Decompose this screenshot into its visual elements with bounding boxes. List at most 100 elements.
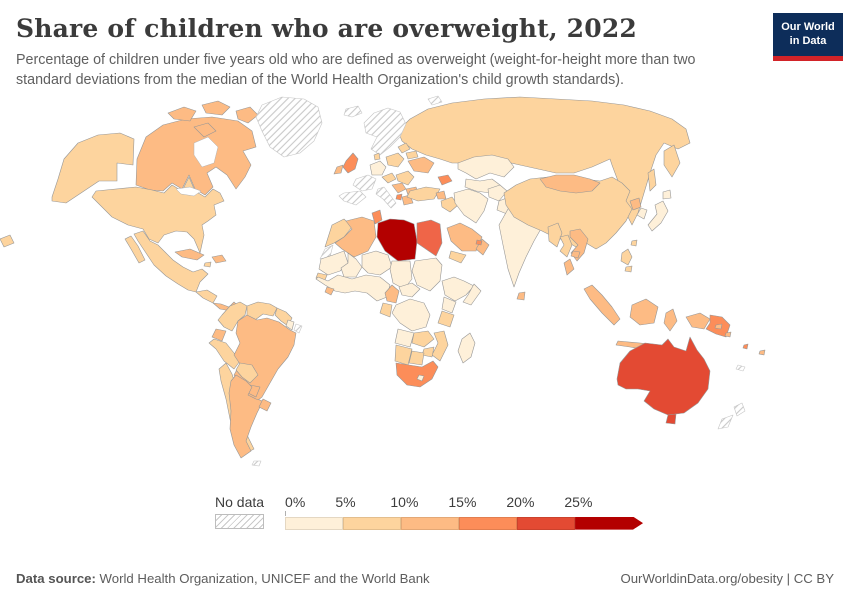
country-indonesia-sulawesi[interactable] xyxy=(663,308,678,331)
legend-bin-10-15[interactable] xyxy=(401,516,460,530)
country-mongolia[interactable] xyxy=(539,174,601,193)
country-angola[interactable] xyxy=(394,328,415,347)
country-oman[interactable] xyxy=(475,238,490,255)
country-ukraine[interactable] xyxy=(407,156,435,173)
country-somalia[interactable] xyxy=(462,283,482,305)
country-mali[interactable] xyxy=(340,252,363,277)
country-iran[interactable] xyxy=(453,188,489,223)
legend-bin-25-plus[interactable] xyxy=(575,517,643,530)
country-vanuatu[interactable] xyxy=(742,343,749,349)
country-iceland[interactable] xyxy=(343,105,363,117)
country-australia-tasmania[interactable] xyxy=(665,413,677,424)
country-philippines[interactable] xyxy=(620,248,633,265)
country-italy[interactable] xyxy=(375,186,397,208)
country-madagascar[interactable] xyxy=(457,332,476,363)
country-mexico[interactable] xyxy=(133,230,209,292)
region-hungary-romania[interactable] xyxy=(395,170,415,185)
owid-logo[interactable]: Our World in Data xyxy=(773,13,843,61)
country-albania[interactable] xyxy=(395,193,403,200)
region-central-europe[interactable] xyxy=(381,172,397,183)
country-egypt[interactable] xyxy=(416,219,443,256)
country-niger[interactable] xyxy=(361,250,393,275)
country-colombia[interactable] xyxy=(217,301,248,331)
region-balkans[interactable] xyxy=(391,182,407,193)
country-uruguay[interactable] xyxy=(258,398,272,411)
country-indonesia-west-papua[interactable] xyxy=(685,312,711,329)
country-tunisia[interactable] xyxy=(371,209,383,224)
world-choropleth-map[interactable] xyxy=(0,93,850,488)
country-myanmar[interactable] xyxy=(547,222,563,247)
legend-bin-15-20[interactable] xyxy=(459,516,518,530)
country-taiwan[interactable] xyxy=(630,239,638,246)
country-greenland[interactable] xyxy=(255,96,323,157)
country-russia-chukotka[interactable] xyxy=(0,234,15,247)
country-solomon-islands[interactable] xyxy=(724,331,732,337)
country-canada[interactable] xyxy=(193,122,217,137)
country-united-kingdom[interactable] xyxy=(342,152,359,173)
country-hispaniola[interactable] xyxy=(211,254,227,263)
country-sierra-leone[interactable] xyxy=(324,286,335,295)
country-indonesia-sumatra[interactable] xyxy=(583,284,621,325)
legend-bin-5-10[interactable] xyxy=(343,516,402,530)
country-russia-kamchatka[interactable] xyxy=(663,144,681,177)
country-kenya[interactable] xyxy=(441,296,457,313)
legend-bin-0-5[interactable] xyxy=(285,516,344,530)
country-saudi-arabia[interactable] xyxy=(446,222,483,251)
region-baltics[interactable] xyxy=(397,142,411,153)
country-cuba[interactable] xyxy=(174,248,205,260)
country-japan-hokkaido[interactable] xyxy=(662,189,672,199)
country-indonesia-borneo[interactable] xyxy=(629,298,659,325)
country-sudan[interactable] xyxy=(411,257,443,291)
country-french-guiana[interactable] xyxy=(293,323,303,333)
country-south-africa[interactable] xyxy=(395,360,439,387)
region-caucasus[interactable] xyxy=(437,174,453,185)
country-mexico-baja[interactable] xyxy=(124,235,146,263)
country-malaysia[interactable] xyxy=(563,258,575,275)
region-scandinavia[interactable] xyxy=(363,107,407,155)
country-belarus[interactable] xyxy=(405,150,419,159)
country-canada[interactable] xyxy=(201,100,231,115)
country-tanzania[interactable] xyxy=(437,310,455,327)
country-south-korea[interactable] xyxy=(636,207,648,219)
country-australia[interactable] xyxy=(616,336,711,415)
country-libya[interactable] xyxy=(376,218,418,261)
country-sri-lanka[interactable] xyxy=(516,291,526,300)
country-jamaica[interactable] xyxy=(203,261,212,267)
country-fiji[interactable] xyxy=(758,349,766,355)
country-germany[interactable] xyxy=(369,160,387,175)
country-afghanistan[interactable] xyxy=(487,184,508,201)
country-denmark[interactable] xyxy=(373,152,381,160)
country-russia-sakhalin[interactable] xyxy=(647,168,657,191)
country-france[interactable] xyxy=(352,174,377,191)
country-central-african-republic[interactable] xyxy=(398,282,421,297)
country-solomon-islands[interactable] xyxy=(714,323,723,329)
country-cameroon[interactable] xyxy=(384,284,400,303)
legend-no-data[interactable]: No data xyxy=(215,494,264,529)
legend-no-data-swatch[interactable] xyxy=(215,513,265,529)
country-ecuador[interactable] xyxy=(211,328,227,341)
country-iraq[interactable] xyxy=(440,196,459,212)
country-lesotho[interactable] xyxy=(416,374,425,381)
country-ireland[interactable] xyxy=(333,164,344,174)
country-turkey[interactable] xyxy=(406,186,441,201)
country-gabon-congo[interactable] xyxy=(379,302,393,317)
country-new-zealand[interactable] xyxy=(733,402,746,416)
country-zambia[interactable] xyxy=(411,330,435,347)
country-botswana[interactable] xyxy=(408,350,425,365)
country-yemen[interactable] xyxy=(448,250,467,263)
country-peru[interactable] xyxy=(208,338,241,369)
country-cambodia[interactable] xyxy=(570,250,581,258)
country-new-caledonia[interactable] xyxy=(735,364,746,371)
region-iberia[interactable] xyxy=(338,190,367,205)
country-north-korea[interactable] xyxy=(629,197,642,210)
country-canada[interactable] xyxy=(235,106,259,123)
country-svalbard[interactable] xyxy=(427,95,443,105)
country-japan[interactable] xyxy=(647,200,669,231)
country-drc[interactable] xyxy=(391,298,431,331)
country-uae[interactable] xyxy=(475,239,483,245)
country-kazakhstan[interactable] xyxy=(457,154,515,179)
country-new-zealand[interactable] xyxy=(717,414,734,429)
country-falkland-islands[interactable] xyxy=(251,460,262,466)
country-algeria[interactable] xyxy=(334,216,377,257)
legend-bin-20-25[interactable] xyxy=(517,516,576,530)
